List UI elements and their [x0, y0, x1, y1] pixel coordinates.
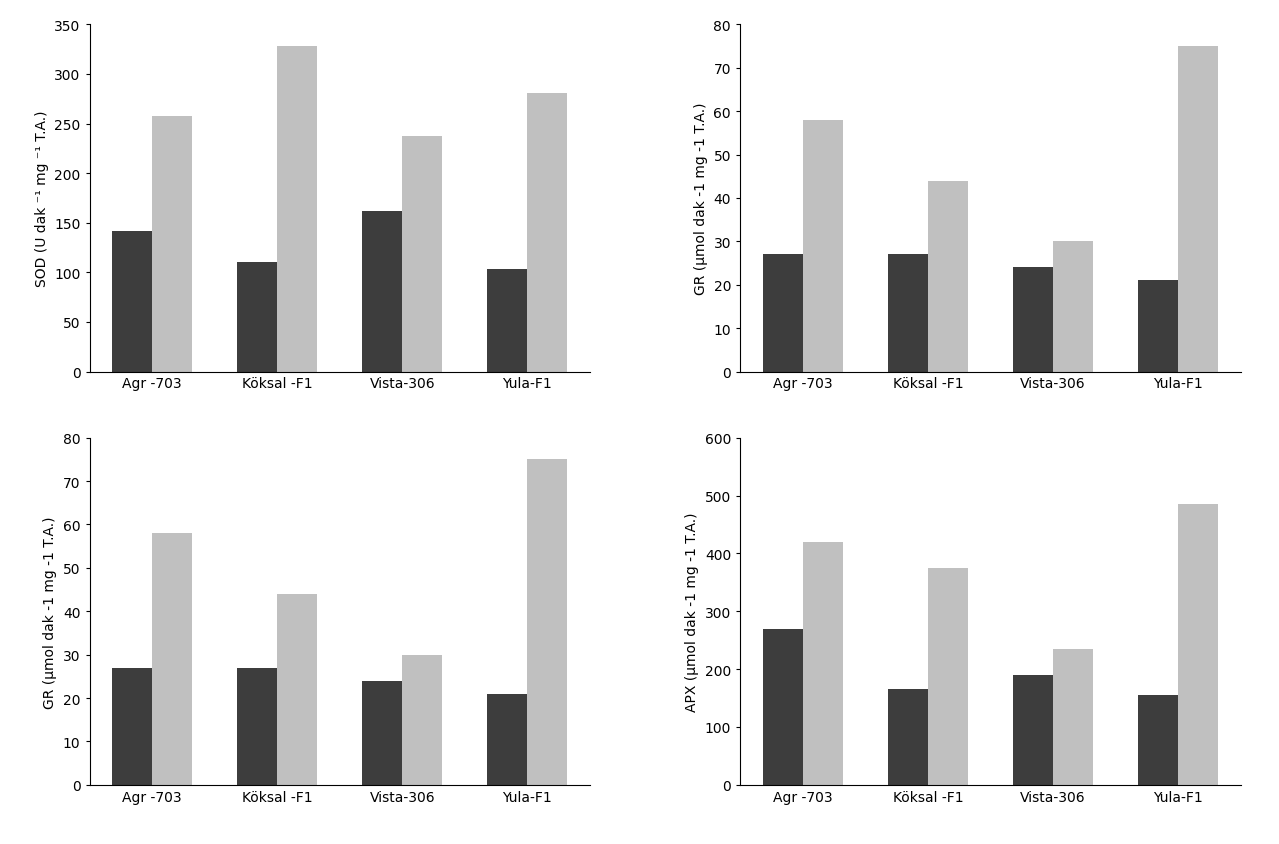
Bar — [487, 694, 527, 785]
Bar — [1178, 505, 1218, 785]
Bar — [113, 668, 152, 785]
Bar — [238, 668, 278, 785]
Y-axis label: GR (μmol dak -1 mg -1 T.A.): GR (μmol dak -1 mg -1 T.A.) — [43, 516, 58, 707]
Bar — [1178, 47, 1218, 372]
Bar — [888, 690, 927, 785]
Bar — [278, 594, 317, 785]
Bar — [362, 212, 403, 372]
Bar — [1013, 268, 1053, 372]
Bar — [1053, 649, 1092, 785]
Bar — [803, 121, 843, 372]
Bar — [762, 629, 803, 785]
Legend: Kontrol, 100mM NaCl: Kontrol, 100mM NaCl — [97, 398, 318, 413]
Bar — [403, 655, 443, 785]
Bar — [238, 263, 278, 372]
Bar — [362, 681, 403, 785]
Bar — [927, 568, 968, 785]
Bar — [1138, 695, 1178, 785]
Bar — [1053, 242, 1092, 372]
Bar — [1013, 675, 1053, 785]
Bar — [152, 116, 192, 372]
Bar — [527, 460, 568, 785]
Bar — [888, 255, 927, 372]
Bar — [927, 181, 968, 372]
Bar — [152, 533, 192, 785]
Bar — [278, 47, 317, 372]
Bar — [527, 94, 568, 372]
Bar — [1138, 281, 1178, 372]
Y-axis label: APX (μmol dak -1 mg -1 T.A.): APX (μmol dak -1 mg -1 T.A.) — [686, 512, 700, 711]
Bar — [113, 231, 152, 372]
Bar — [487, 270, 527, 372]
Bar — [403, 138, 443, 372]
Y-axis label: GR (μmol dak -1 mg -1 T.A.): GR (μmol dak -1 mg -1 T.A.) — [694, 103, 709, 295]
Y-axis label: SOD (U dak ⁻¹ mg ⁻¹ T.A.): SOD (U dak ⁻¹ mg ⁻¹ T.A.) — [35, 111, 49, 287]
Bar — [762, 255, 803, 372]
Bar — [803, 542, 843, 785]
